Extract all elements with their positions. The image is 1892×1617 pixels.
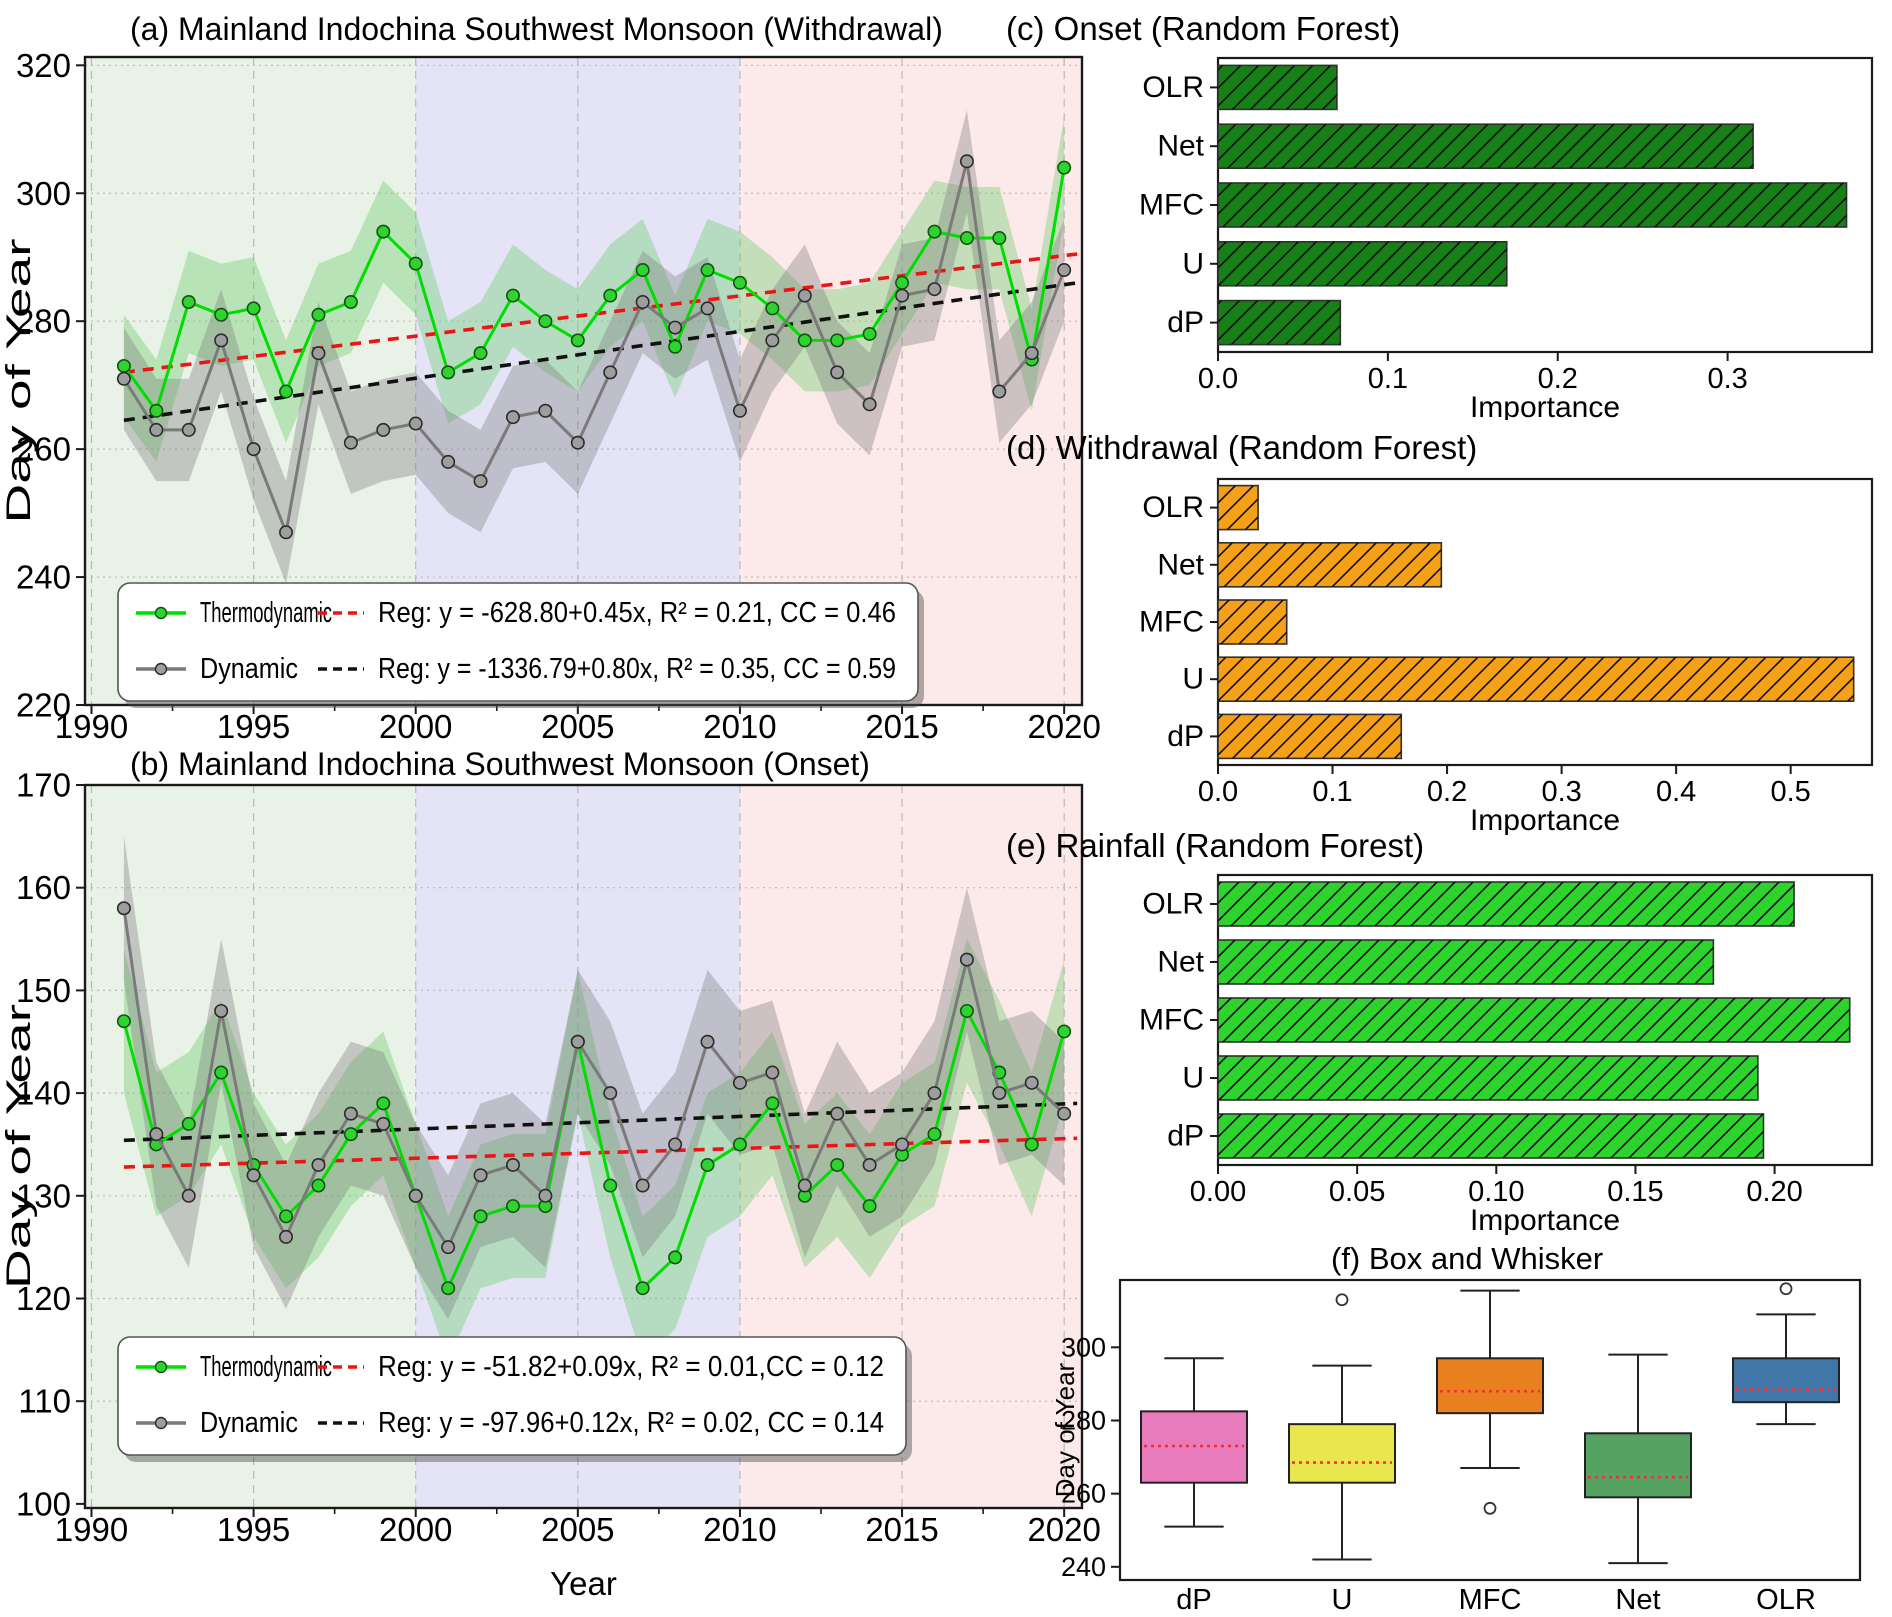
svg-text:320: 320 [16,47,71,84]
svg-text:100: 100 [16,1485,71,1522]
svg-text:2015: 2015 [865,708,938,745]
svg-text:0.2: 0.2 [1427,776,1467,808]
svg-text:1990: 1990 [55,708,128,745]
svg-text:2005: 2005 [541,1511,614,1548]
svg-text:280: 280 [16,303,71,340]
onset-importance-bar-chart: OLR Net MFC UdP 0.0 0.1 0.2 0.3 (c) Onset (Rando… [1006,10,1874,420]
svg-text:OLR: OLR [1142,491,1204,524]
svg-text:110: 110 [18,1383,71,1420]
svg-text:260: 260 [1061,1479,1106,1509]
rainfall-importance-bar-chart: OLR Net MFC UdP 0.00 0.05 0.10 0.15 0.20 (e) Rain… [1006,827,1874,1235]
svg-text:Net: Net [1157,946,1204,979]
svg-text:170: 170 [16,767,71,804]
svg-text:OLR: OLR [1142,888,1204,921]
svg-text:(a) Mainland Indochina Southwe: (a) Mainland Indochina Southwest Monsoon… [130,11,943,47]
svg-text:0.10: 0.10 [1468,1176,1524,1208]
svg-text:Net: Net [1157,130,1204,163]
svg-text:Dynamic: Dynamic [200,1407,298,1439]
svg-text:130: 130 [16,1177,71,1214]
svg-text:Thermodynamic: Thermodynamic [200,1351,332,1383]
svg-text:240: 240 [16,559,71,596]
svg-text:U: U [1332,1584,1353,1616]
svg-text:U: U [1182,1062,1204,1095]
svg-text:0.05: 0.05 [1329,1176,1385,1208]
svg-text:MFC: MFC [1139,1004,1204,1037]
svg-text:2000: 2000 [379,708,452,745]
svg-text:Day of Year: Day of Year [0,239,38,524]
svg-text:Day of Year: Day of Year [1050,1362,1080,1497]
svg-text:(c) Onset (Random Forest): (c) Onset (Random Forest) [1006,10,1400,47]
box-whisker-chart: 240 260 280 300 dP U MFC Net OLR (f) Box and Whis… [1050,1241,1862,1616]
svg-text:0.20: 0.20 [1746,1176,1802,1208]
svg-text:0.3: 0.3 [1707,363,1747,395]
svg-text:Dynamic: Dynamic [200,653,298,685]
svg-text:0.0: 0.0 [1198,776,1238,808]
svg-text:Importance: Importance [1470,391,1620,420]
svg-text:MFC: MFC [1139,606,1204,639]
svg-text:Net: Net [1157,548,1204,581]
svg-text:2020: 2020 [1027,1511,1100,1548]
svg-text:0.2: 0.2 [1538,363,1578,395]
svg-text:MFC: MFC [1139,189,1204,222]
svg-text:Reg: y = -628.80+0.45x, R² = 0: Reg: y = -628.80+0.45x, R² = 0.21, CC = … [378,597,896,629]
svg-text:Reg: y = -51.82+0.09x, R² = 0.: Reg: y = -51.82+0.09x, R² = 0.01,CC = 0.… [378,1351,884,1383]
svg-text:Reg: y = -1336.79+0.80x, R² =: Reg: y = -1336.79+0.80x, R² = 0.35, CC =… [378,653,896,685]
svg-text:OLR: OLR [1142,71,1204,104]
svg-text:0.5: 0.5 [1771,776,1811,808]
svg-text:(d) Withdrawal (Random Forest): (d) Withdrawal (Random Forest) [1006,429,1477,466]
svg-text:1990: 1990 [55,1511,128,1548]
svg-text:300: 300 [1061,1332,1106,1362]
svg-text:Importance: Importance [1470,1204,1620,1235]
svg-text:dP: dP [1167,1120,1204,1153]
svg-text:U: U [1182,247,1204,280]
svg-text:(f) Box and Whisker: (f) Box and Whisker [1331,1241,1603,1276]
svg-text:Day of Year: Day of Year [0,1004,38,1289]
svg-text:0.1: 0.1 [1312,776,1352,808]
svg-text:dP: dP [1167,720,1204,753]
svg-text:300: 300 [16,175,71,212]
svg-text:Year: Year [550,1565,617,1602]
svg-text:2020: 2020 [1027,708,1100,745]
svg-text:240: 240 [1061,1552,1106,1582]
svg-text:(b) Mainland Indochina Southwe: (b) Mainland Indochina Southwest Monsoon… [130,746,870,782]
svg-text:dP: dP [1176,1584,1211,1616]
svg-text:260: 260 [16,431,71,468]
svg-text:OLR: OLR [1756,1584,1816,1616]
svg-text:0.00: 0.00 [1190,1176,1246,1208]
svg-text:1995: 1995 [217,708,290,745]
svg-text:2000: 2000 [379,1511,452,1548]
svg-text:Thermodynamic: Thermodynamic [200,597,332,629]
svg-text:Importance: Importance [1470,804,1620,835]
svg-text:140: 140 [16,1075,71,1112]
svg-text:2010: 2010 [703,1511,776,1548]
withdrawal-importance-bar-chart: OLR Net MFC UdP 0.0 0.1 0.2 0.3 0.4 0.5 (d) Withdr… [1006,429,1874,835]
svg-text:0.3: 0.3 [1541,776,1581,808]
svg-text:(e) Rainfall (Random Forest): (e) Rainfall (Random Forest) [1006,827,1424,864]
svg-text:dP: dP [1167,306,1204,339]
svg-text:2015: 2015 [865,1511,938,1548]
svg-text:Reg: y = -97.96+0.12x, R² = 0.: Reg: y = -97.96+0.12x, R² = 0.02, CC = 0… [378,1407,884,1439]
withdrawal-timeseries-chart: 1990 1995 2000 2005 2010 2015 2020 220 240 260 280… [0,11,1100,745]
svg-text:280: 280 [1061,1405,1106,1435]
svg-text:160: 160 [16,869,71,906]
svg-text:0.1: 0.1 [1368,363,1408,395]
svg-text:2010: 2010 [703,708,776,745]
svg-text:2005: 2005 [541,708,614,745]
svg-text:0.4: 0.4 [1656,776,1696,808]
svg-text:0.0: 0.0 [1198,363,1238,395]
svg-text:MFC: MFC [1459,1584,1522,1616]
svg-text:120: 120 [16,1280,71,1317]
svg-text:U: U [1182,663,1204,696]
svg-text:Net: Net [1615,1584,1660,1616]
onset-timeseries-chart: 1990 1995 2000 2005 2010 2015 2020 100 110 120 130… [0,746,1100,1602]
svg-text:1995: 1995 [217,1511,290,1548]
svg-text:220: 220 [16,687,71,724]
svg-text:150: 150 [16,972,71,1009]
svg-text:0.15: 0.15 [1607,1176,1663,1208]
